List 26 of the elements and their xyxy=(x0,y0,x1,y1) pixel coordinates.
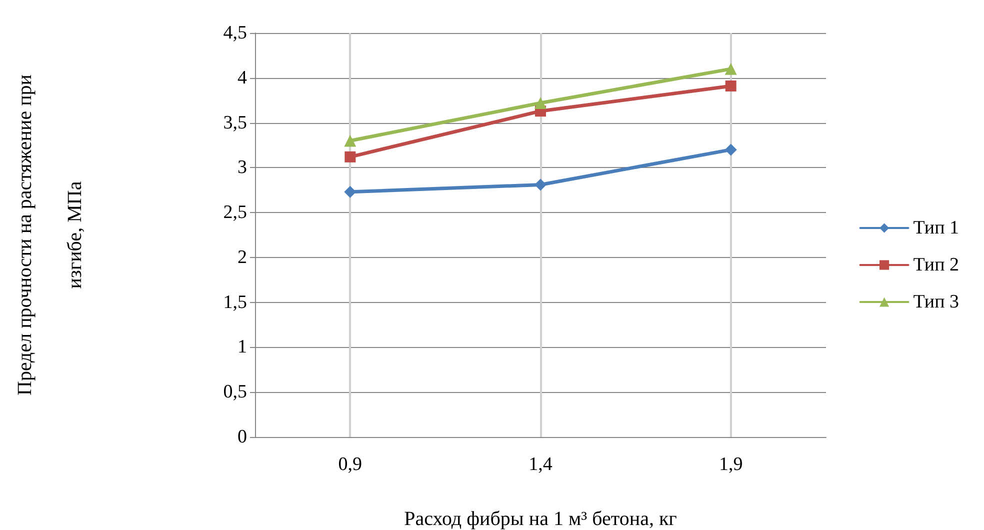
point xyxy=(344,151,356,162)
point xyxy=(344,186,356,198)
legend-label: Тип 3 xyxy=(913,292,959,312)
point xyxy=(724,62,737,75)
x-tick-label: 1,9 xyxy=(718,454,743,475)
y-tick-label: 3 xyxy=(238,157,247,178)
y-tick-label: 0,5 xyxy=(223,382,247,403)
legend-label: Тип 2 xyxy=(913,254,959,276)
y-tick-label: 2,5 xyxy=(223,202,247,224)
y-tick-label: 2 xyxy=(238,246,247,268)
y-tick-label: 3,5 xyxy=(223,112,247,134)
point xyxy=(534,97,546,110)
point xyxy=(344,134,356,147)
y-tick-label: 1 xyxy=(238,336,247,358)
text: Предел прочности на растяжение при изгибе, МПа xyxy=(14,74,86,396)
x-axis-title: Расход фибры на 1 м³ бетона, кг xyxy=(404,508,677,530)
x-tick-label: 1,4 xyxy=(528,454,553,475)
y-tick-label: 1,5 xyxy=(223,292,247,313)
y-tick-label: 0 xyxy=(238,426,247,448)
point xyxy=(724,144,737,156)
point xyxy=(725,80,736,92)
point xyxy=(534,178,546,191)
y-tick-label: 4,5 xyxy=(223,22,247,44)
y-tick-label: 4 xyxy=(238,67,248,88)
x-tick-label: 0,9 xyxy=(338,454,362,475)
legend-label: Тип 1 xyxy=(913,218,959,238)
